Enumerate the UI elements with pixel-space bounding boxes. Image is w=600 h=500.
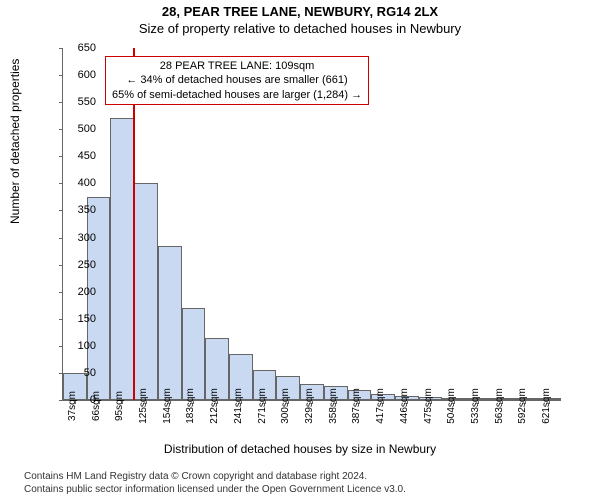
histogram-chart: 37sqm66sqm95sqm125sqm154sqm183sqm212sqm2… bbox=[62, 48, 561, 401]
footer-line: Contains HM Land Registry data © Crown c… bbox=[24, 470, 406, 483]
y-tick-label: 50 bbox=[66, 367, 96, 379]
y-tick-label: 100 bbox=[66, 340, 96, 352]
x-tick-label: 592sqm bbox=[517, 388, 528, 424]
x-tick-label: 271sqm bbox=[257, 388, 268, 424]
x-tick-label: 358sqm bbox=[328, 388, 339, 424]
annotation-line: 65% of semi-detached houses are larger (… bbox=[112, 88, 362, 102]
y-tick-label: 400 bbox=[66, 177, 96, 189]
y-tick-label: 350 bbox=[66, 204, 96, 216]
x-tick-label: 533sqm bbox=[470, 388, 481, 424]
x-tick-label: 183sqm bbox=[185, 388, 196, 424]
x-tick-label: 154sqm bbox=[162, 388, 173, 424]
y-tick-label: 500 bbox=[66, 123, 96, 135]
y-tick-label: 300 bbox=[66, 232, 96, 244]
x-tick-label: 475sqm bbox=[423, 388, 434, 424]
y-axis-label: Number of detached properties bbox=[8, 59, 22, 224]
y-tick-label: 450 bbox=[66, 150, 96, 162]
x-tick-label: 446sqm bbox=[399, 388, 410, 424]
y-tick-label: 0 bbox=[66, 394, 96, 406]
x-tick-label: 241sqm bbox=[233, 388, 244, 424]
x-tick-label: 300sqm bbox=[280, 388, 291, 424]
histogram-bar bbox=[158, 246, 182, 400]
x-tick-label: 563sqm bbox=[494, 388, 505, 424]
y-tick-label: 150 bbox=[66, 313, 96, 325]
annotation-box: 28 PEAR TREE LANE: 109sqm← 34% of detach… bbox=[105, 56, 369, 105]
footer-attribution: Contains HM Land Registry data © Crown c… bbox=[24, 470, 406, 496]
x-tick-label: 329sqm bbox=[304, 388, 315, 424]
annotation-line: ← 34% of detached houses are smaller (66… bbox=[112, 73, 362, 87]
y-tick-label: 550 bbox=[66, 96, 96, 108]
histogram-bar bbox=[134, 183, 158, 400]
y-tick-label: 200 bbox=[66, 286, 96, 298]
y-tick-label: 650 bbox=[66, 42, 96, 54]
x-tick-label: 504sqm bbox=[446, 388, 457, 424]
x-tick-label: 621sqm bbox=[541, 388, 552, 424]
x-tick-label: 387sqm bbox=[351, 388, 362, 424]
footer-line: Contains public sector information licen… bbox=[24, 483, 406, 496]
histogram-bar bbox=[182, 308, 206, 400]
y-tick-label: 600 bbox=[66, 69, 96, 81]
histogram-bar bbox=[110, 118, 134, 400]
y-tick-label: 250 bbox=[66, 259, 96, 271]
x-tick-label: 95sqm bbox=[114, 391, 125, 421]
x-tick-label: 212sqm bbox=[209, 388, 220, 424]
x-tick-label: 125sqm bbox=[138, 388, 149, 424]
page-subtitle: Size of property relative to detached ho… bbox=[0, 21, 600, 36]
annotation-line: 28 PEAR TREE LANE: 109sqm bbox=[112, 59, 362, 73]
x-tick-label: 417sqm bbox=[375, 388, 386, 424]
page-title: 28, PEAR TREE LANE, NEWBURY, RG14 2LX bbox=[0, 4, 600, 19]
x-axis-label: Distribution of detached houses by size … bbox=[0, 442, 600, 456]
